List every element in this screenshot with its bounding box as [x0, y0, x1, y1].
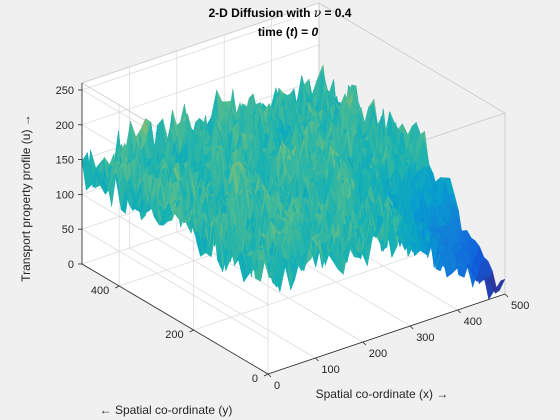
y-axis-line [81, 263, 269, 375]
subtitle-value: 0 [312, 25, 319, 39]
y-tick-mark [115, 285, 120, 289]
x-axis-label: Spatial co-ordinate (x) → [316, 387, 449, 401]
chart-subtitle: time (t) = 0 [258, 25, 319, 39]
chart-title: 2-D Diffusion with ν = 0.4 [209, 6, 352, 20]
x-tick-label: 500 [511, 300, 529, 312]
subtitle-mid: ) = [294, 25, 312, 39]
z-tick-label: 250 [56, 85, 74, 97]
subtitle-prefix: time ( [258, 25, 290, 39]
surface-cell [494, 278, 506, 294]
x-tick-label: 200 [369, 348, 387, 360]
x-tick-mark [457, 309, 461, 314]
z-tick-label: 150 [56, 155, 74, 167]
x-tick-label: 300 [416, 332, 434, 344]
y-axis-label: ← Spatial co-ordinate (y) [100, 403, 233, 417]
x-tick-label: 100 [321, 364, 339, 376]
tick-labels: 0 100 200 300 400 500 0 200 400 0 50 100 150 200 250 [56, 85, 530, 392]
x-tick-mark [362, 341, 367, 346]
y-tick-label: 400 [91, 285, 109, 297]
z-tick-label: 0 [68, 259, 74, 271]
z-tick-label: 200 [56, 120, 74, 132]
title-prefix: 2-D Diffusion with [209, 6, 314, 20]
surface-mesh [81, 64, 506, 301]
x-tick-label: 400 [464, 316, 482, 328]
title-suffix: = 0.4 [321, 6, 352, 20]
subtitle-var: t [290, 25, 295, 39]
grid-x-2 [176, 51, 364, 343]
y-tick-mark [263, 373, 269, 377]
y-tick-label: 0 [252, 373, 258, 385]
y-tick-label: 200 [165, 329, 183, 341]
z-tick-label: 100 [56, 189, 74, 201]
x-tick-mark [409, 325, 414, 330]
x-tick-label: 0 [274, 380, 280, 392]
z-axis-label: Transport property profile (u) → [19, 114, 33, 282]
x-axis-line [267, 293, 506, 375]
axis-lines [81, 83, 506, 375]
title-symbol: ν [314, 6, 321, 20]
y-tick-mark [189, 329, 194, 333]
x-tick-mark [504, 293, 509, 298]
x-tick-mark [267, 373, 272, 378]
z-tick-label: 50 [62, 224, 74, 236]
x-tick-mark [315, 357, 319, 362]
